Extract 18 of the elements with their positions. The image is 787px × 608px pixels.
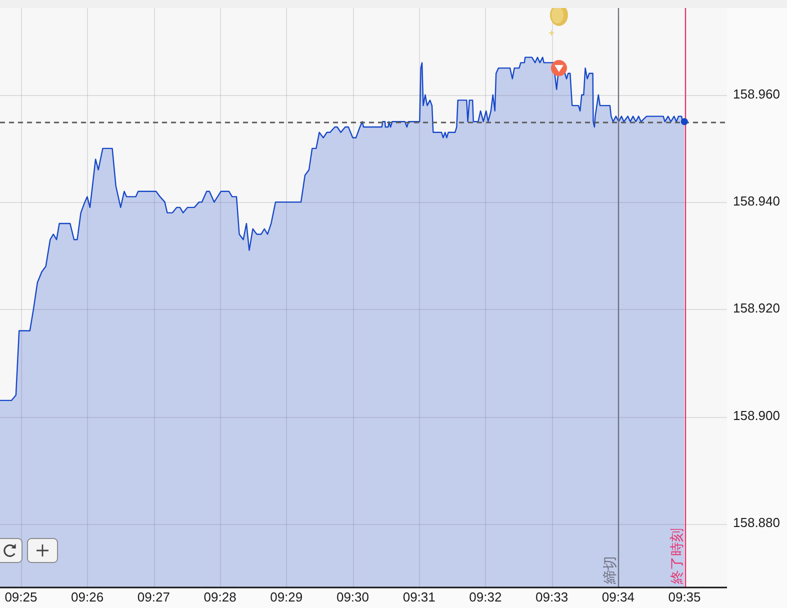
y-tick-label: 158.900 xyxy=(733,408,780,423)
ref-line-label: 締切 xyxy=(602,556,618,584)
x-tick-label: 09:28 xyxy=(204,589,236,604)
x-tick-label: 09:35 xyxy=(668,589,701,604)
x-tick-label: 09:30 xyxy=(336,589,370,604)
x-tick-label: 09:26 xyxy=(71,589,104,604)
y-tick-label: 158.920 xyxy=(733,300,780,316)
y-tick-label: 158.940 xyxy=(733,194,780,209)
x-tick-label: 09:33 xyxy=(536,589,568,604)
ref-line-label: 終了時刻 xyxy=(668,528,684,584)
x-tick-label: 09:31 xyxy=(402,589,436,604)
x-tick-label: 09:29 xyxy=(270,589,303,604)
y-tick-label: 158.960 xyxy=(733,86,780,102)
x-tick-label: 09:32 xyxy=(469,589,502,604)
x-tick-label: 09:25 xyxy=(4,589,38,604)
x-tick-label: 09:27 xyxy=(137,589,170,604)
y-tick-label: 158.880 xyxy=(733,515,780,530)
x-tick-label: 09:34 xyxy=(602,589,634,604)
